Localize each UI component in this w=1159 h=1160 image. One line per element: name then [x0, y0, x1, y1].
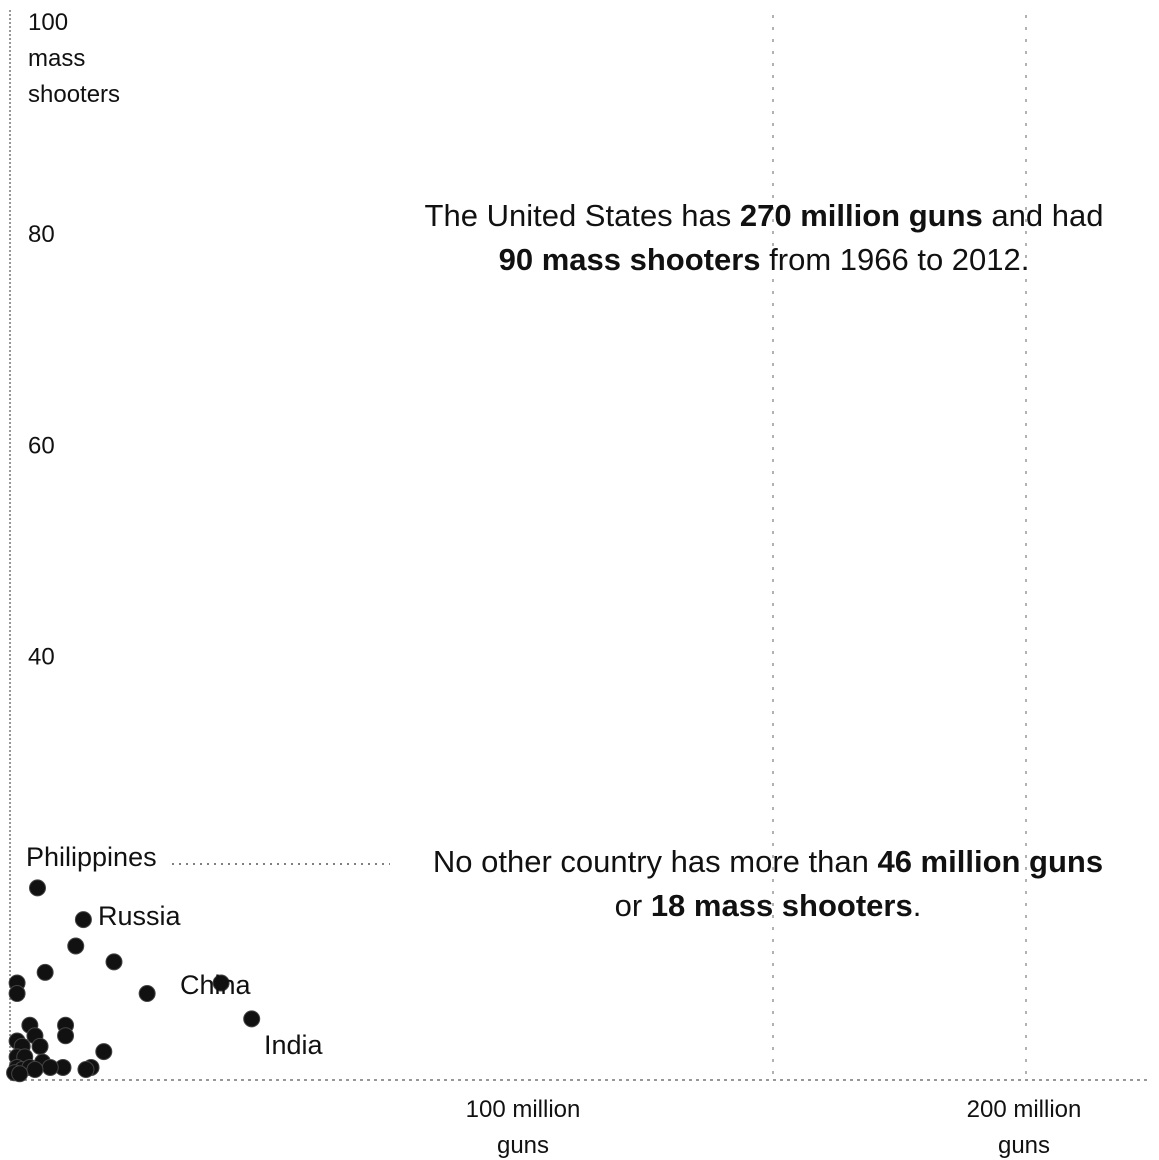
- data-point: [95, 1043, 113, 1061]
- annotation-text: The United States has: [425, 198, 740, 233]
- data-point: [212, 974, 230, 992]
- x-tick-label: 100 million: [466, 1096, 581, 1123]
- data-point: [29, 879, 46, 897]
- x-tick-label: guns: [497, 1132, 549, 1159]
- annotation-text: from 1966 to 2012.: [761, 242, 1030, 277]
- annotation-line: 90 mass shooters from 1966 to 2012.: [499, 242, 1030, 277]
- data-point: [138, 985, 156, 1003]
- x-tick-label: guns: [998, 1132, 1050, 1159]
- data-point: [74, 911, 92, 929]
- annotation-text: and had: [983, 198, 1104, 233]
- y-axis-title-line: shooters: [28, 81, 120, 108]
- y-tick-label: 80: [28, 221, 55, 248]
- country-label: India: [264, 1030, 324, 1060]
- annotation-bold: 270 million guns: [740, 198, 983, 233]
- data-point: [243, 1010, 261, 1028]
- y-tick-label: 60: [28, 432, 55, 459]
- x-tick-label: 200 million: [967, 1096, 1082, 1123]
- country-label: China: [180, 970, 252, 1000]
- annotation-text: or: [615, 888, 651, 923]
- data-point: [41, 1058, 59, 1076]
- annotation-bold: 46 million guns: [877, 844, 1103, 879]
- data-point: [31, 1037, 49, 1055]
- annotation-bold: 90 mass shooters: [499, 242, 761, 277]
- country-label: Philippines: [26, 842, 157, 872]
- y-axis-title-line: 100: [28, 9, 68, 36]
- annotation-text: .: [913, 888, 922, 923]
- data-point: [26, 1061, 44, 1079]
- data-point: [67, 937, 85, 955]
- data-point: [8, 985, 26, 1003]
- annotation-text: No other country has more than: [433, 844, 878, 879]
- country-label: Russia: [98, 901, 182, 931]
- data-point: [36, 963, 54, 981]
- annotation-line: or 18 mass shooters.: [615, 888, 922, 923]
- annotation-bold: 18 mass shooters: [651, 888, 913, 923]
- y-tick-label: 40: [28, 644, 55, 671]
- annotation-line: No other country has more than 46 millio…: [433, 844, 1103, 879]
- data-point: [105, 953, 123, 971]
- annotation-line: The United States has 270 million guns a…: [425, 198, 1104, 233]
- data-point: [11, 1065, 29, 1083]
- y-axis-title-line: mass: [28, 45, 85, 72]
- data-point: [77, 1061, 95, 1079]
- data-point: [57, 1027, 75, 1045]
